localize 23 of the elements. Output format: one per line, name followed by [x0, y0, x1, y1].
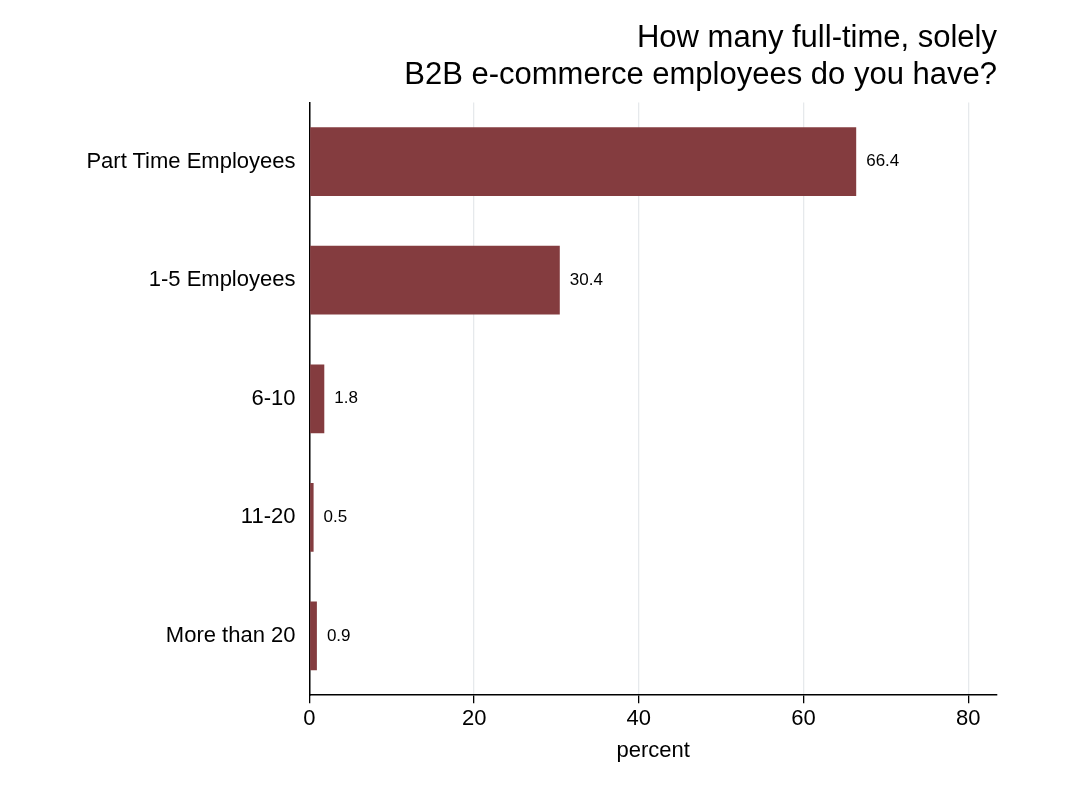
text: How many full-time, solely: [636, 19, 997, 55]
bar: [310, 127, 857, 197]
data-label: 0.5: [323, 507, 348, 527]
bar: [310, 601, 317, 671]
y-tick-label: 11-20: [240, 503, 296, 529]
y-tick-label: 1-5 Employees: [148, 266, 296, 292]
y-tick-label: Part Time Employees: [86, 147, 296, 173]
data-label: 66.4: [866, 151, 900, 171]
x-tick-label: 40: [626, 705, 652, 731]
x-tick-label: 20: [461, 705, 487, 731]
x-tick-label: 60: [791, 705, 816, 731]
bar: [310, 245, 560, 315]
data-label: 30.4: [569, 269, 603, 289]
bar: [310, 364, 325, 434]
x-axis-title: percent: [616, 736, 690, 762]
data-label: 1.8: [334, 388, 358, 408]
y-tick-label: More than 20: [165, 621, 296, 647]
data-label: 0.9: [326, 625, 351, 645]
x-tick-label: 0: [303, 705, 316, 731]
bar: [310, 482, 314, 552]
x-tick-label: 80: [955, 705, 981, 731]
y-tick-label: 6-10: [251, 384, 296, 410]
text: B2B e-commerce employees do you have?: [404, 56, 997, 92]
